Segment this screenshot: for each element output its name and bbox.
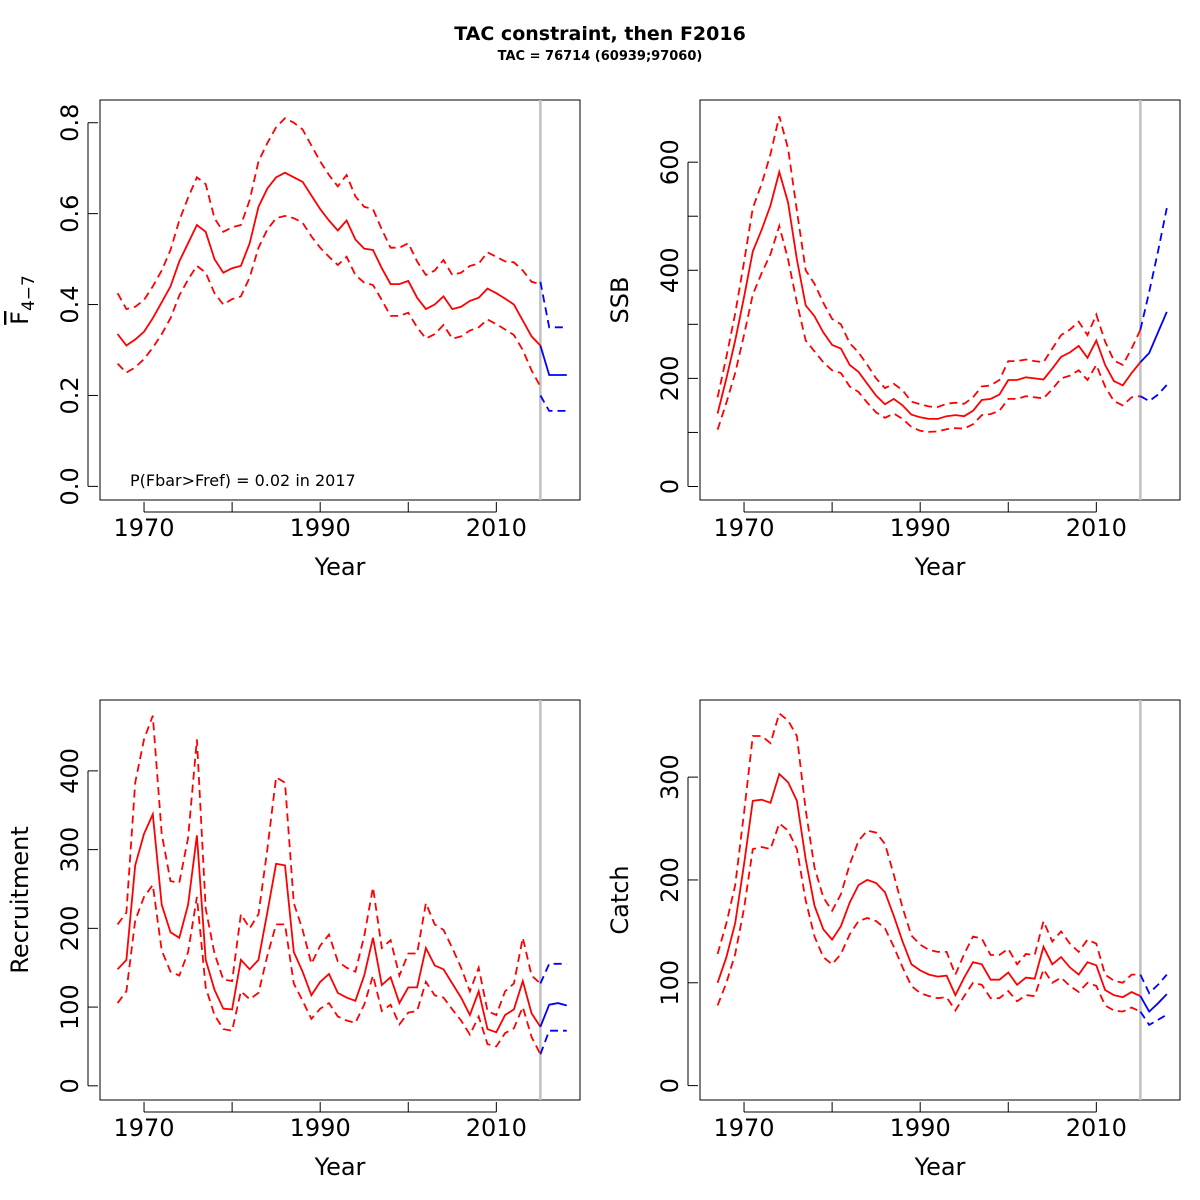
forecast-median-line [1139, 311, 1168, 363]
y-axis-label: F4−7 [6, 275, 39, 325]
y-tick-label: 200 [656, 355, 684, 401]
estimate-lower-bound-line [716, 821, 1141, 1013]
y-tick-label: 100 [656, 960, 684, 1006]
forecast-upper-bound-line [1139, 207, 1168, 330]
estimate-median-line [716, 772, 1141, 999]
y-tick-label: 200 [56, 905, 84, 951]
x-tick-label: 1990 [890, 514, 951, 542]
estimate-upper-bound-line [716, 711, 1141, 984]
forecast-upper-bound-line [539, 281, 567, 329]
y-tick-label: 0 [56, 1078, 84, 1093]
x-tick-label: 1970 [113, 1114, 174, 1142]
forecast-upper-bound-line [1139, 974, 1168, 995]
x-tick-label: 1990 [890, 1114, 951, 1142]
x-tick-label: 1990 [290, 1114, 351, 1142]
estimate-median-line [716, 168, 1142, 420]
chart-panels: 1970 1990 2010 0.0 0.2 0.4 0.6 0.8 Year F4−7 P(Fba… [6, 99, 1181, 1181]
y-axis-label: Catch [606, 865, 634, 934]
panel-catch: 1970 1990 2010 0 100 200 300 Year Catch [606, 699, 1181, 1181]
estimate-lower-bound-line [116, 214, 542, 387]
y-axis-label: Recruitment [6, 826, 34, 973]
y-tick-label: 0.6 [56, 195, 84, 233]
forecast-lower-bound-line [1139, 384, 1168, 403]
y-tick-label: 300 [56, 827, 84, 873]
y-tick-label: 400 [56, 748, 84, 794]
estimate-median-line [116, 810, 542, 1034]
y-tick-label: 0 [656, 479, 684, 494]
estimate-upper-bound-line [716, 115, 1142, 408]
forecast-lower-bound-line [1139, 1011, 1168, 1027]
y-tick-label: 300 [656, 754, 684, 800]
estimate-upper-bound-line [116, 117, 541, 311]
plot-frame [99, 699, 581, 1101]
plot-frame [699, 99, 1181, 501]
y-tick-label: 0.8 [56, 104, 84, 142]
x-axis-label: Year [314, 553, 366, 581]
figure-subtitle: TAC = 76714 (60939;97060) [498, 49, 703, 64]
panel-fbar: 1970 1990 2010 0.0 0.2 0.4 0.6 0.8 Year F4−7 P(Fba… [6, 99, 581, 581]
forecast-median-line [1139, 993, 1168, 1014]
x-tick-label: 2010 [1066, 514, 1127, 542]
x-tick-label: 2010 [1066, 1114, 1127, 1142]
y-tick-label: 0.4 [56, 285, 84, 323]
y-tick-label: 0.0 [56, 467, 84, 505]
x-tick-label: 2010 [466, 514, 527, 542]
x-tick-label: 1970 [713, 514, 774, 542]
x-axis-label: Year [914, 1153, 966, 1181]
y-axis-label: SSB [606, 277, 634, 324]
forecast-upper-bound-line [539, 962, 567, 984]
y-tick-label: 200 [656, 857, 684, 903]
plot-frame [99, 99, 581, 501]
x-axis-label: Year [914, 553, 966, 581]
x-tick-label: 1970 [113, 514, 174, 542]
x-tick-label: 1990 [290, 514, 351, 542]
panel-ssb: 1970 1990 2010 0 200 400 600 Year SSB [606, 99, 1181, 581]
probability-annotation: P(Fbar>Fref) = 0.02 in 2017 [130, 471, 356, 490]
forecast-median-line [539, 1002, 568, 1028]
y-tick-label: 0.2 [56, 376, 84, 414]
plot-frame [699, 699, 1181, 1101]
estimate-lower-bound-line [716, 222, 1141, 433]
y-tick-label: 100 [56, 984, 84, 1030]
x-tick-label: 2010 [466, 1114, 527, 1142]
panel-recruitment: 1970 1990 2010 0 100 200 300 400 Year Recruitment [6, 699, 581, 1181]
y-tick-label: 0 [656, 1078, 684, 1093]
figure-title: TAC constraint, then F2016 [454, 23, 746, 45]
y-tick-label: 600 [656, 139, 684, 185]
x-tick-label: 1970 [713, 1114, 774, 1142]
forecast-lower-bound-line [539, 1029, 567, 1055]
forecast-lower-bound-line [539, 395, 567, 412]
estimate-median-line [116, 171, 542, 347]
estimate-upper-bound-line [116, 715, 542, 1017]
forecast-median-line [539, 345, 567, 376]
estimate-lower-bound-line [116, 882, 542, 1055]
x-axis-label: Year [314, 1153, 366, 1181]
y-tick-label: 400 [656, 247, 684, 293]
